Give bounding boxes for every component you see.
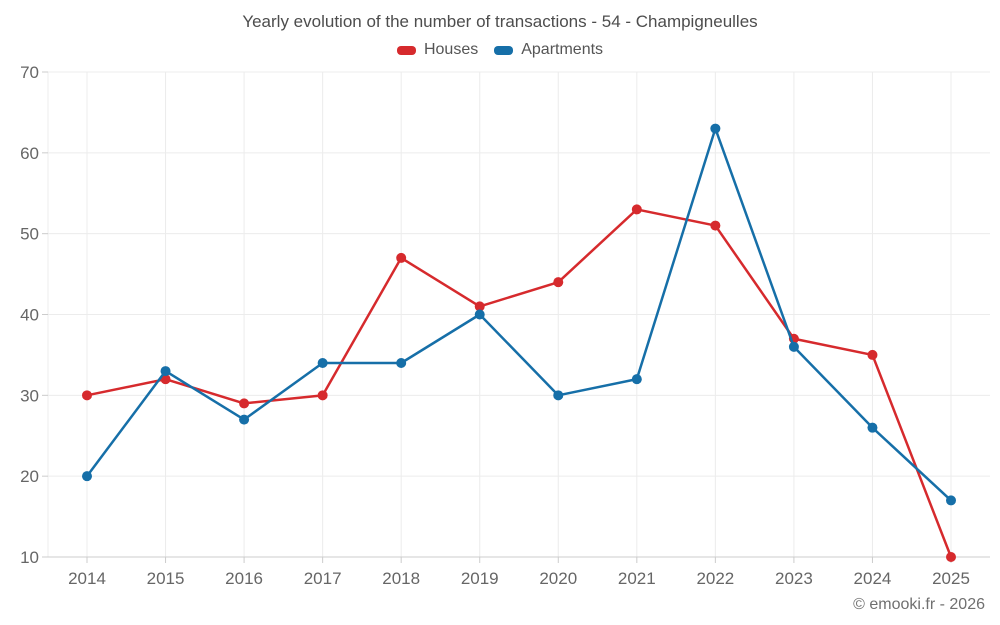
y-axis-label-70: 70 (20, 63, 39, 82)
y-axis-label-60: 60 (20, 144, 39, 163)
apartments-line (85, 127, 953, 502)
houses-point-2017[interactable] (317, 390, 328, 401)
legend-item-houses[interactable]: Houses (396, 41, 479, 59)
y-axis-label-30: 30 (20, 386, 39, 405)
apartments-point-2018[interactable] (396, 358, 407, 368)
legend-swatch-apartments (494, 45, 514, 55)
apartments-point-2020[interactable] (553, 390, 564, 401)
apartments-point-2016[interactable] (239, 414, 250, 425)
x-axis-label-2017: 2017 (304, 569, 342, 588)
x-axis-label-2016: 2016 (225, 569, 263, 588)
copyright-text: © emooki.fr - 2026 (853, 596, 985, 613)
legend-label-houses: Houses (423, 41, 479, 58)
chart-legend: Houses Apartments (0, 41, 1000, 59)
y-axis-label-10: 10 (20, 548, 39, 567)
houses-point-2025[interactable] (946, 552, 956, 562)
chart-title: Yearly evolution of the number of transa… (242, 12, 758, 31)
houses-point-2018[interactable] (396, 252, 407, 263)
x-axis-label-2014: 2014 (68, 569, 106, 588)
apartments-point-2022[interactable] (710, 123, 721, 134)
apartments-point-2021[interactable] (631, 374, 642, 385)
houses-point-2020[interactable] (553, 277, 564, 288)
apartments-point-2017[interactable] (317, 358, 328, 368)
apartments-point-2014[interactable] (82, 471, 92, 482)
y-axis-label-40: 40 (20, 306, 39, 325)
houses-point-2024[interactable] (867, 349, 878, 360)
x-axis-label-2024: 2024 (854, 569, 892, 588)
houses-line (85, 208, 953, 559)
x-axis-label-2021: 2021 (618, 569, 656, 588)
x-axis-label-2022: 2022 (696, 569, 734, 588)
houses-point-2022[interactable] (710, 220, 721, 231)
houses-point-2014[interactable] (82, 390, 92, 401)
apartments-point-2025[interactable] (946, 495, 956, 506)
x-axis-label-2025: 2025 (932, 569, 970, 588)
legend-item-apartments[interactable]: Apartments (494, 41, 603, 59)
apartments-point-2015[interactable] (160, 366, 171, 377)
apartments-point-2023[interactable] (788, 341, 799, 352)
houses-point-2019[interactable] (474, 301, 485, 312)
x-axis-label-2019: 2019 (461, 569, 499, 588)
houses-point-2021[interactable] (631, 204, 642, 215)
x-axis-label-2020: 2020 (539, 569, 577, 588)
apartments-point-2019[interactable] (474, 309, 485, 320)
legend-swatch-houses (396, 45, 416, 55)
houses-point-2015[interactable] (160, 374, 171, 385)
y-axis-label-50: 50 (20, 225, 39, 244)
houses-point-2016[interactable] (239, 398, 250, 409)
x-axis-label-2018: 2018 (382, 569, 420, 588)
y-axis-label-20: 20 (20, 467, 39, 486)
legend-label-apartments: Apartments (521, 41, 604, 58)
x-axis-label-2015: 2015 (147, 569, 185, 588)
x-axis-label-2023: 2023 (775, 569, 813, 588)
apartments-point-2024[interactable] (867, 422, 878, 433)
